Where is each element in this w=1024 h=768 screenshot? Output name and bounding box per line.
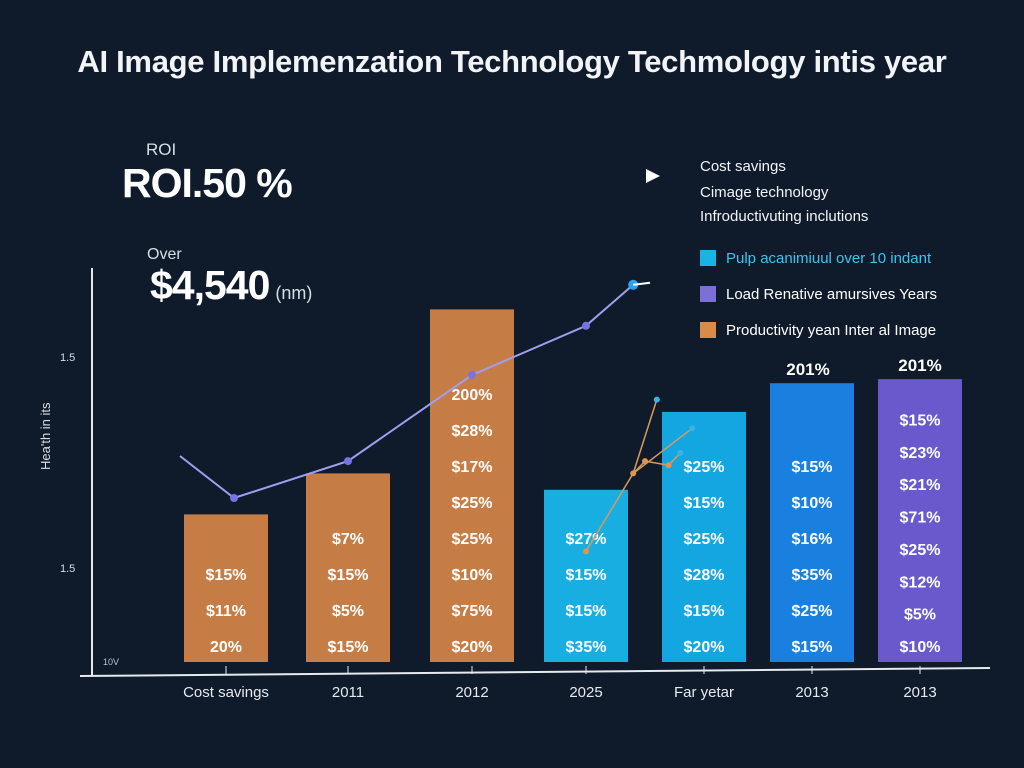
legend-swatch-purple (700, 286, 716, 302)
bar-value-label: $15% (566, 567, 607, 584)
bar-4 (544, 489, 628, 662)
x-tick-label: Cost savings (183, 684, 269, 701)
orange-point (583, 548, 589, 555)
trend-point (468, 371, 476, 379)
trend-arrow-shaft (633, 281, 651, 286)
legend-item-label: Pulp acanimiuul over 10 indant (726, 249, 932, 267)
bar-value-label: $15% (900, 412, 941, 429)
roi-label: ROI (146, 140, 177, 159)
corner-tick-label: 10V (103, 657, 120, 667)
bar-value-label: $28% (684, 567, 725, 584)
legend-item-pulp: Pulp acanimiuul over 10 indant (700, 248, 931, 268)
orange-segment (585, 473, 634, 552)
roi-value: ROI.50 % (122, 160, 293, 206)
bar-1 (184, 514, 268, 662)
bar-value-label: $35% (792, 567, 833, 584)
bar-value-label: $7% (332, 531, 364, 548)
bar-3 (430, 309, 514, 662)
bar-value-label: $15% (206, 567, 247, 584)
bar-value-label: 20% (210, 639, 242, 656)
legend-item-productivity: Productivity yean Inter al Image (700, 320, 936, 340)
orange-point (689, 425, 696, 432)
bar-value-label: $15% (328, 639, 369, 656)
bar-value-label: $15% (792, 639, 833, 656)
bar-value-label: $10% (900, 639, 941, 656)
bar-value-label: $28% (452, 423, 493, 440)
bar-value-label: $71% (900, 510, 941, 527)
over-label: Over (147, 246, 182, 263)
bar-value-label: $11% (206, 603, 246, 620)
bar-value-label: $15% (328, 567, 369, 584)
chart-title: AI Image Implemenzation Technology Techm… (77, 44, 947, 79)
trend-point (230, 494, 238, 502)
orange-point (677, 449, 684, 456)
bar-value-label: $25% (452, 495, 493, 512)
bar-value-label: $15% (684, 495, 725, 512)
y-tick-upper: 1.5 (60, 352, 76, 364)
x-tick-label: 2025 (569, 684, 602, 701)
bar-5 (662, 411, 746, 662)
x-axis-line (79, 667, 991, 677)
trend-line (179, 284, 634, 500)
over-value-block: $4,540 (nm) (150, 262, 312, 309)
bar-value-label: $5% (904, 607, 936, 624)
bar-value-label: $25% (684, 459, 725, 476)
bar-value-label: $17% (452, 459, 493, 476)
bar-value-label: 200% (452, 387, 493, 404)
bar-value-label: $10% (452, 567, 493, 584)
bar-header-label: 201% (898, 356, 941, 375)
x-tick-label: 2012 (455, 684, 488, 701)
bar-value-label: $25% (792, 603, 833, 620)
orange-segment (632, 399, 658, 474)
bar-value-label: $75% (452, 603, 493, 620)
bar-value-label: $15% (566, 603, 607, 620)
legend-item-label: Productivity yean Inter al Image (726, 321, 937, 339)
orange-point (642, 458, 648, 465)
bar-value-label: $10% (792, 495, 833, 512)
bar-7 (878, 379, 962, 662)
x-tick-label: 2013 (795, 684, 828, 701)
y-tick-lower: 1.5 (60, 563, 76, 575)
x-tick-label: Far yetar (674, 684, 734, 701)
trend-arrow-head (646, 169, 660, 183)
bar-value-label: $27% (566, 531, 607, 548)
bar-value-label: $25% (900, 542, 941, 559)
legend-heading-2: Cimage technology (700, 184, 829, 201)
orange-segment (632, 427, 693, 474)
bar-2 (306, 473, 390, 662)
legend-item-load: Load Renative amursives Years (700, 284, 937, 304)
bar-value-label: $23% (900, 445, 941, 462)
bar-value-label: $35% (566, 639, 607, 656)
bar-value-label: $15% (792, 459, 833, 476)
bar-value-label: $25% (684, 531, 725, 548)
orange-point (665, 462, 672, 469)
bar-value-label: $20% (684, 639, 725, 656)
over-value: $4,540 (150, 262, 270, 308)
bar-value-label: $20% (452, 639, 493, 656)
trend-point (582, 321, 590, 330)
bar-value-label: $5% (332, 603, 364, 620)
bar-value-label: $15% (684, 603, 725, 620)
legend-heading-3: Infroductivuting inclutions (700, 208, 869, 225)
legend-heading-1: Cost savings (700, 158, 786, 175)
x-tick-label: 2011 (332, 684, 364, 701)
orange-segment (644, 460, 669, 466)
trend-point (344, 457, 352, 466)
bar-value-label: $16% (792, 531, 833, 548)
bar-value-label: $21% (900, 477, 941, 494)
orange-point (630, 470, 637, 477)
over-unit: (nm) (275, 283, 313, 303)
bar-6 (770, 383, 854, 662)
legend-swatch-blue (700, 250, 716, 266)
orange-point (653, 396, 660, 403)
bar-value-label: $25% (452, 531, 493, 548)
legend-item-label: Load Renative amursives Years (726, 285, 937, 303)
bar-header-label: 201% (786, 360, 829, 379)
legend-swatch-orange (700, 322, 716, 338)
x-tick-label: 2013 (903, 684, 936, 701)
bar-value-label: $12% (900, 574, 941, 591)
